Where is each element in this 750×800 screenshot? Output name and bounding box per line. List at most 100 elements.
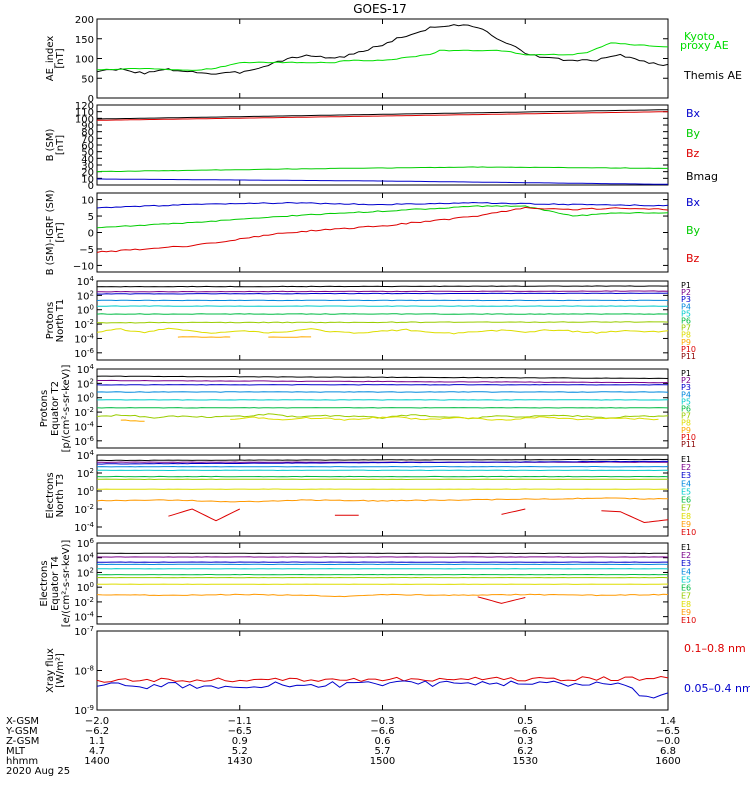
legend-label: E2	[681, 463, 691, 472]
legend-label: E3	[681, 559, 691, 568]
series-p1	[96, 285, 669, 288]
y-axis-label: Electrons	[39, 560, 50, 606]
series-e9	[96, 593, 669, 598]
legend-label: E5	[681, 575, 691, 584]
x-row-value: 0.5	[517, 716, 533, 727]
x-row-value: 1400	[84, 756, 109, 767]
y-tick-label: 120	[75, 101, 94, 112]
legend-label: P5	[681, 309, 691, 318]
x-row-label: Y-GSM	[5, 726, 38, 737]
y-axis-label: [nT]	[55, 48, 66, 68]
y-tick-label: 0	[88, 229, 94, 240]
legend-label: P11	[681, 440, 696, 449]
x-row-label: Z-GSM	[6, 736, 39, 747]
legend-label: E10	[681, 616, 696, 625]
legend-label: E8	[681, 512, 691, 521]
x-row-value: 1430	[227, 756, 252, 767]
y-tick-label: 70	[81, 134, 94, 145]
y-tick-label: 20	[81, 168, 94, 179]
legend-label: P4	[681, 302, 691, 311]
series-e10	[477, 596, 526, 604]
legend-label: E1	[681, 543, 691, 552]
x-row-value: 1.1	[89, 736, 105, 747]
y-axis-label: Equator T4	[50, 556, 61, 611]
legend-label: E5	[681, 487, 691, 496]
x-row-label: hhmm	[6, 756, 38, 767]
date-label: 2020 Aug 25	[6, 766, 70, 777]
legend-label: P10	[681, 345, 696, 354]
y-axis-label: Electrons	[45, 472, 56, 518]
y-axis-label: [e/(cm²-s-sr-keV)]	[61, 540, 72, 628]
y-axis-label: Equator T2	[50, 381, 61, 436]
x-row-value: −6.2	[85, 726, 109, 737]
series-0-1-0-8-nm	[96, 675, 669, 683]
y-tick-label: 110	[75, 108, 94, 119]
y-tick-label: 10-4	[74, 611, 94, 624]
legend-label: proxy AE	[680, 39, 729, 52]
series-p8	[230, 416, 659, 421]
y-tick-label: 104	[77, 363, 95, 376]
y-tick-label: 102	[77, 467, 94, 480]
series-e10c	[501, 508, 526, 515]
x-row-value: −6.6	[370, 726, 394, 737]
series-p9	[177, 336, 231, 338]
legend-label: P1	[681, 281, 691, 290]
legend-label: E10	[681, 528, 696, 537]
x-axis-table: X-GSM −2.0 −1.1 −0.3 0.5 1.4 Y-GSM −6.2 −6.5 −6.6…	[5, 716, 681, 777]
legend-label: P1	[681, 369, 691, 378]
series-bmag	[96, 109, 668, 120]
y-tick-label: −10	[73, 261, 94, 272]
legend-label: P3	[681, 383, 691, 392]
y-axis-label: Xray flux	[45, 648, 56, 693]
y-tick-label: 30	[81, 161, 94, 172]
legend-label: By	[686, 224, 701, 237]
y-axis-label: Protons	[39, 390, 50, 427]
legend-label: Kyoto	[684, 30, 715, 43]
x-row-value: 1500	[370, 756, 395, 767]
series-bx	[97, 178, 668, 185]
y-axis-label: [p/(cm²-s-sr-keV)]	[61, 365, 72, 453]
y-tick-label: 200	[75, 15, 94, 26]
legend-label: P3	[681, 295, 691, 304]
series-0-05-0-4-nm	[96, 680, 669, 699]
y-tick-label: 50	[81, 148, 94, 159]
x-row-value: 0.6	[375, 736, 391, 747]
legend-label: E7	[681, 592, 691, 601]
legend-label: E6	[681, 584, 691, 593]
series-kyoto-proxy-ae	[96, 42, 669, 71]
series-bz	[96, 206, 669, 253]
series-p5	[97, 305, 669, 307]
legend-label: E7	[681, 504, 691, 513]
y-tick-label: 10-6	[74, 347, 94, 360]
y-tick-label: 104	[77, 552, 95, 565]
legend-label: E9	[681, 520, 691, 529]
series-by	[96, 166, 668, 173]
x-row-value: 5.2	[232, 746, 248, 757]
legend-label: E9	[681, 608, 691, 617]
y-tick-label: 102	[77, 566, 94, 579]
legend-label: P2	[681, 376, 691, 385]
y-tick-label: 50	[81, 74, 94, 85]
x-row-value: −6.5	[656, 726, 680, 737]
y-tick-label: 10	[81, 174, 94, 185]
y-tick-label: 100	[75, 114, 94, 125]
legend-label: 0.05–0.4 nm	[684, 682, 750, 695]
y-axis-label: AE_index	[45, 36, 56, 82]
y-tick-label: 100	[77, 392, 94, 405]
series-e3	[96, 460, 669, 465]
x-row-value: 4.7	[89, 746, 105, 757]
y-tick-label: 10-8	[74, 665, 94, 678]
y-axis-label: [W/m²]	[55, 653, 66, 688]
legend-label: Bx	[686, 107, 701, 120]
series-p8	[96, 327, 669, 335]
y-axis-label: [nT]	[55, 135, 66, 155]
x-row-value: −0.3	[370, 716, 394, 727]
x-row-value: 0.3	[517, 736, 533, 747]
y-tick-label: 102	[77, 377, 94, 390]
panel-frame	[96, 104, 669, 186]
x-row-value: −1.1	[228, 716, 252, 727]
legend-label: P8	[681, 419, 691, 428]
panel-frame	[96, 630, 669, 711]
